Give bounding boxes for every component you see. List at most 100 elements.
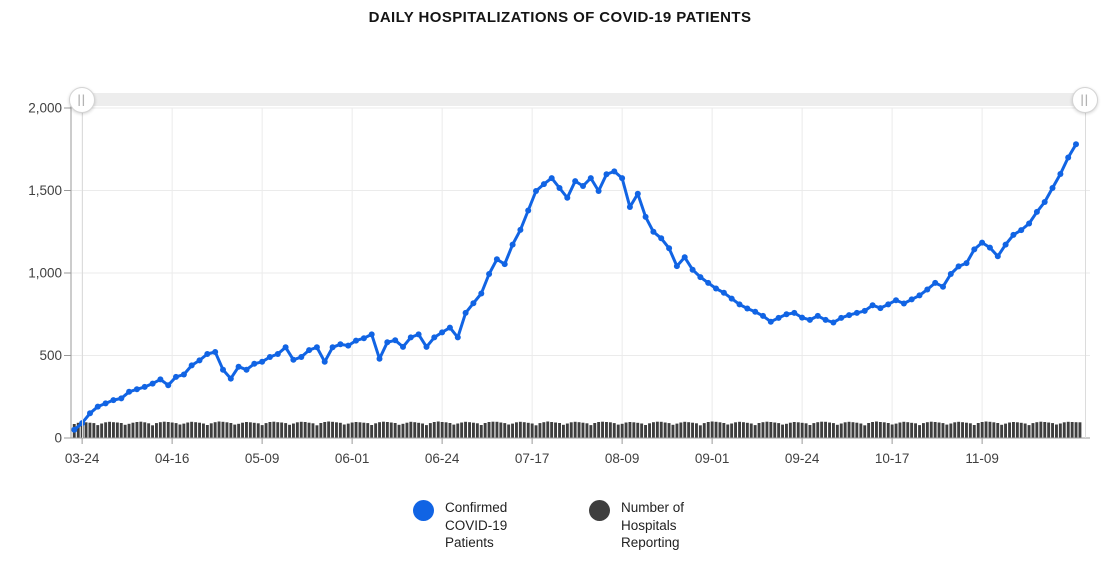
bar — [691, 422, 694, 438]
bar — [738, 421, 741, 438]
bar — [147, 423, 151, 438]
bar — [205, 425, 209, 438]
bar — [88, 422, 92, 438]
data-point-marker — [227, 375, 234, 382]
bar — [624, 422, 628, 438]
range-slider-track[interactable] — [74, 93, 1097, 106]
bar — [515, 422, 518, 438]
data-point-marker — [540, 181, 547, 188]
bar — [123, 424, 127, 438]
bar — [260, 425, 264, 438]
data-point-marker — [1073, 141, 1079, 148]
bar — [112, 422, 115, 438]
y-axis-label: 0 — [54, 431, 62, 446]
bar — [213, 422, 217, 438]
bar — [722, 423, 726, 438]
bar — [581, 422, 585, 438]
data-point-marker — [940, 283, 946, 290]
bar — [409, 421, 413, 438]
bar — [726, 424, 730, 438]
bar — [648, 423, 651, 438]
bar — [608, 422, 612, 438]
data-point-marker — [149, 380, 156, 387]
data-point-marker — [345, 342, 352, 349]
data-point-marker — [885, 301, 892, 308]
bar — [573, 421, 577, 438]
bar — [683, 421, 687, 438]
data-point-marker — [313, 344, 320, 351]
bar — [616, 424, 620, 438]
bar — [1000, 424, 1004, 438]
bar — [710, 421, 714, 438]
bar — [421, 423, 424, 438]
data-point-marker — [548, 175, 555, 182]
bar — [229, 423, 233, 438]
data-point-marker — [775, 314, 782, 321]
bar — [284, 423, 288, 438]
bar — [225, 422, 229, 438]
bar — [534, 425, 538, 438]
range-slider-left-handle[interactable]: || — [69, 87, 95, 113]
bar — [315, 425, 319, 438]
bar — [933, 422, 937, 438]
bar — [530, 423, 534, 438]
bar — [867, 423, 871, 438]
data-point-marker — [806, 316, 813, 323]
bar — [922, 423, 925, 438]
data-point-marker — [501, 261, 508, 268]
bar — [812, 423, 816, 438]
bar — [511, 423, 514, 438]
drag-handle-icon: || — [1080, 93, 1090, 107]
bar — [327, 421, 331, 438]
legend-item-hospitals-reporting[interactable]: Number of Hospitals Reporting — [589, 499, 707, 552]
axis-labels: 2,000 1,500 1,000 500 003-24 04-16 05-09 06-01 0… — [28, 101, 999, 467]
bar — [233, 424, 237, 438]
bar — [436, 421, 440, 438]
bar — [155, 423, 158, 438]
bar — [292, 423, 295, 438]
bar — [706, 422, 710, 438]
bar — [127, 423, 131, 438]
bar — [174, 423, 178, 438]
range-slider-right-handle[interactable]: || — [1072, 87, 1098, 113]
data-point-marker — [259, 358, 266, 365]
data-point-marker — [251, 360, 258, 367]
bar — [397, 424, 401, 438]
bar — [460, 422, 464, 438]
x-axis-label: 05-09 — [245, 451, 280, 466]
data-point-marker — [838, 314, 845, 321]
bar — [984, 421, 988, 438]
bar — [667, 423, 671, 438]
y-axis-label: 1,500 — [28, 183, 62, 198]
data-point-marker — [118, 395, 125, 402]
bar — [585, 423, 589, 438]
data-point-marker — [431, 334, 438, 341]
data-point-marker — [141, 383, 148, 390]
data-point-marker — [493, 256, 500, 263]
bar — [166, 422, 170, 438]
bar — [237, 423, 241, 438]
data-point-marker — [994, 253, 1001, 260]
data-point-marker — [478, 290, 485, 297]
data-point-marker — [1033, 208, 1040, 215]
bar — [761, 422, 765, 438]
bar — [824, 421, 827, 438]
data-point-marker — [619, 175, 626, 182]
bar — [695, 423, 698, 438]
y-axis-label: 500 — [39, 348, 62, 363]
bar — [456, 423, 460, 438]
bar — [996, 423, 1000, 438]
data-point-marker — [689, 266, 696, 273]
x-axis-label: 09-01 — [695, 451, 730, 466]
bar — [562, 424, 565, 438]
bar — [859, 423, 863, 438]
data-point-marker — [415, 331, 422, 338]
legend-item-confirmed-patients[interactable]: Confirmed COVID-19 Patients — [413, 499, 531, 552]
bar — [632, 422, 636, 438]
bar — [1004, 423, 1007, 438]
data-point-marker — [634, 190, 641, 197]
data-point-marker — [1065, 154, 1072, 161]
bar — [832, 423, 835, 438]
bar — [538, 423, 542, 438]
